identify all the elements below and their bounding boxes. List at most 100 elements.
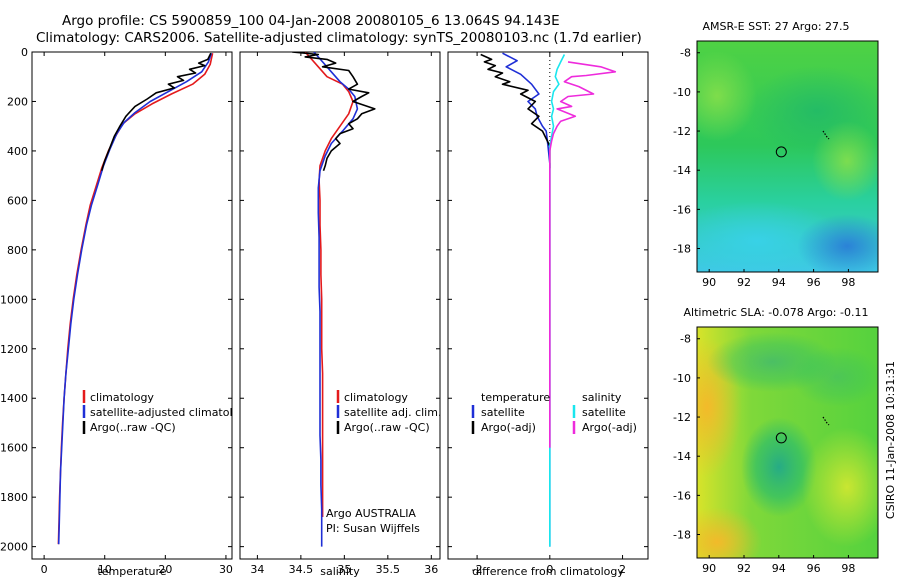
temperature-series [57, 52, 214, 545]
difference-xlabel: difference from climatology [472, 565, 624, 578]
argo-position-marker [775, 146, 787, 158]
legend-label-climatology: climatology [344, 391, 408, 404]
legend-label-climatology: climatology [90, 391, 154, 404]
x-tick-label: 20 [158, 563, 172, 576]
salinity-xlabel: salinity [320, 565, 360, 578]
x-tick-label: 30 [219, 563, 233, 576]
y-tick-label: -14 [673, 164, 691, 177]
sst-field-cold [797, 214, 878, 272]
salinity-ticks: 34 34.5 35 35.5 36 [240, 51, 440, 576]
legend-label-temp-satellite: satellite [481, 406, 525, 419]
salinity-axes [239, 51, 441, 560]
x-tick-label: 94 [772, 276, 786, 289]
x-tick-label: 36 [424, 563, 438, 576]
series-line-argo-raw-qc [100, 52, 212, 171]
temperature-legend: climatology satellite-adjusted climatolo… [82, 390, 253, 434]
x-tick-label: 90 [702, 276, 716, 289]
legend-label-satellite: satellite-adjusted climatology [90, 406, 253, 419]
sla-map-panel: Altimetric SLA: -0.078 Argo: -0.11 90 92 9… [673, 306, 879, 575]
header-line2: Climatology: CARS2006. Satellite-adjuste… [36, 30, 642, 46]
argo-credit-line2: PI: Susan Wijffels [326, 522, 420, 535]
difference-panel: -2 0 2 difference from climatology tempera… [447, 51, 649, 578]
sla-map-title: Altimetric SLA: -0.078 Argo: -0.11 [684, 306, 869, 319]
sst-field-warm-east [812, 121, 878, 201]
y-tick-label: 2000 [0, 541, 28, 554]
sst-map-image [697, 41, 878, 272]
y-tick-label: 1600 [0, 442, 28, 455]
temperature-axes [31, 51, 233, 560]
difference-ticks: -2 0 2 [448, 51, 648, 576]
y-tick-label: 0 [21, 46, 28, 59]
sst-map-frame [696, 40, 879, 273]
series-line-satellite-adj-clim [313, 52, 359, 547]
y-tick-label: -12 [673, 411, 691, 424]
salinity-legend: climatology satellite adj. clim. Argo(..… [336, 390, 441, 434]
header-line1: Argo profile: CS 5900859_100 04-Jan-2008… [62, 13, 560, 29]
x-tick-label: 10 [98, 563, 112, 576]
salinity-series [292, 52, 376, 547]
sla-field-high-southwest [697, 507, 762, 558]
footer-credit: CSIRO 11-Jan-2008 10:31:31 [884, 361, 897, 519]
salinity-panel: 34 34.5 35 35.5 36 salinity climatology sate… [239, 51, 441, 578]
x-tick-label: 98 [841, 562, 855, 575]
sla-field-low-northeast [792, 347, 878, 407]
x-tick-label: 96 [807, 562, 821, 575]
x-tick-label: 35.5 [376, 563, 401, 576]
y-tick-label: -10 [673, 372, 691, 385]
difference-series [480, 52, 617, 547]
sla-field-low-eddy [741, 417, 817, 517]
legend-label-sal-argo: Argo(-adj) [582, 421, 637, 434]
x-tick-label: 98 [841, 276, 855, 289]
x-tick-label: 96 [807, 276, 821, 289]
argo-position-marker [775, 432, 787, 444]
sst-map-ticks: 90 92 94 96 98 -8 -10 -12 -14 -16 -18 [673, 47, 855, 289]
series-line-satellite-adjusted-climatology [57, 52, 213, 545]
y-tick-label: 1000 [0, 293, 28, 306]
temperature-panel: 0 10 20 30 0 200 400 600 800 1000 1200 1400 1600 1800… [0, 46, 253, 578]
y-tick-label: 1800 [0, 491, 28, 504]
temperature-ticks: 0 10 20 30 0 200 400 600 800 1000 1200 1400 1600 1800… [0, 46, 233, 576]
legend-label-argo: Argo(..raw -QC) [90, 421, 176, 434]
x-tick-label: 92 [737, 562, 751, 575]
series-line-temperature-satellite [502, 52, 551, 547]
argo-credit-line1: Argo AUSTRALIA [326, 507, 416, 520]
x-tick-label: 90 [702, 562, 716, 575]
x-tick-label: 0 [41, 563, 48, 576]
legend-heading-salinity: salinity [582, 391, 622, 404]
series-line-salinity-satellite [548, 54, 566, 547]
y-tick-label: -16 [673, 203, 691, 216]
temperature-xlabel: temperature [97, 565, 166, 578]
legend-label-satellite: satellite adj. clim. [344, 406, 441, 419]
legend-heading-temperature: temperature [481, 391, 550, 404]
series-line-climatology [304, 52, 354, 517]
sla-map-image [697, 327, 878, 558]
x-tick-label: 34.5 [289, 563, 314, 576]
y-tick-label: 600 [7, 194, 28, 207]
x-tick-label: 35 [337, 563, 351, 576]
y-tick-label: 400 [7, 145, 28, 158]
legend-label-argo: Argo(..raw -QC) [344, 421, 430, 434]
series-line-salinity-argo-adj [548, 61, 617, 448]
y-tick-label: 1200 [0, 343, 28, 356]
sla-map-ticks: 90 92 94 96 98 -8 -10 -12 -14 -16 -18 [673, 333, 855, 575]
sst-field-warm [697, 51, 757, 141]
legend-label-temp-argo: Argo(-adj) [481, 421, 536, 434]
y-tick-label: -8 [680, 333, 691, 346]
series-line-argo-raw-qc [292, 52, 376, 171]
y-tick-label: -10 [673, 86, 691, 99]
y-tick-label: -8 [680, 47, 691, 60]
y-tick-label: 200 [7, 95, 28, 108]
x-tick-label: 94 [772, 562, 786, 575]
sla-map-frame [696, 326, 879, 559]
y-tick-label: -18 [673, 529, 691, 542]
series-line-temperature-argo-adj [480, 53, 551, 169]
x-tick-label: -2 [472, 563, 483, 576]
y-tick-label: 800 [7, 244, 28, 257]
legend-label-sal-satellite: satellite [582, 406, 626, 419]
y-tick-label: -16 [673, 489, 691, 502]
x-tick-label: 92 [737, 276, 751, 289]
x-tick-label: 34 [250, 563, 264, 576]
y-tick-label: -12 [673, 125, 691, 138]
sst-map-title: AMSR-E SST: 27 Argo: 27.5 [702, 20, 849, 33]
